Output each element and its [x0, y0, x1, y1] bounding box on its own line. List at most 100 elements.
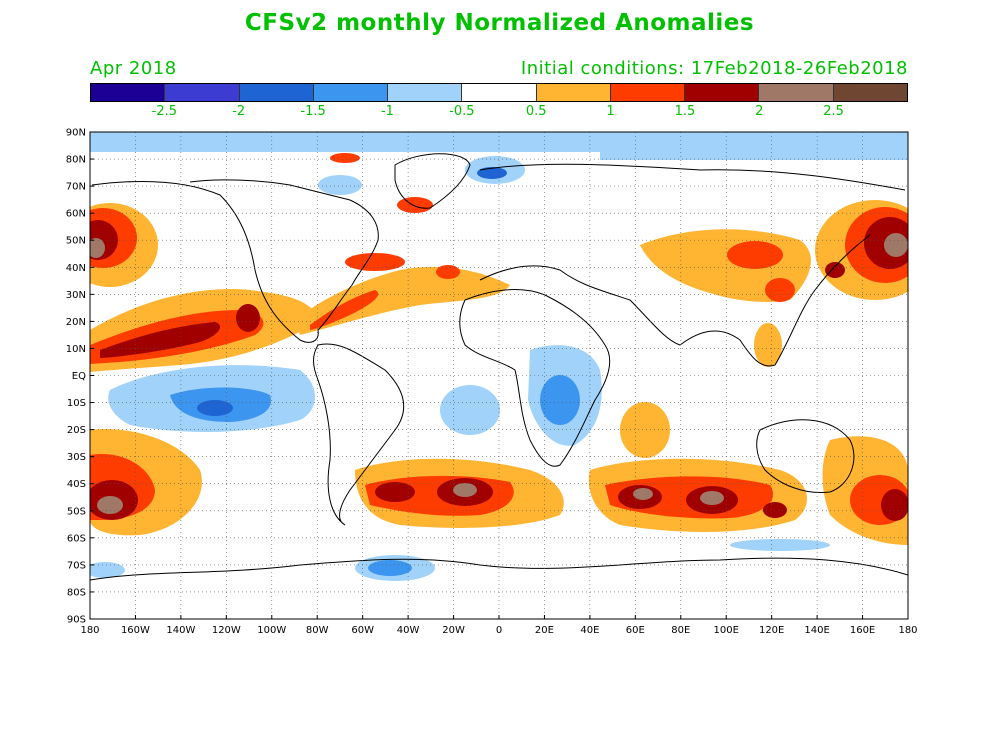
- south-america-coast: [313, 343, 405, 526]
- barents-negative-core: [477, 167, 507, 179]
- lat-label: 20S: [67, 425, 86, 436]
- lon-label: 20W: [442, 625, 465, 636]
- anomaly-shading: [90, 132, 908, 581]
- africa-coast: [459, 289, 611, 467]
- south-atlantic-warm-strong-1: [375, 482, 415, 502]
- lat-label: 90N: [66, 128, 86, 139]
- lat-label: 80N: [66, 155, 86, 166]
- colorbar-box: [91, 84, 166, 101]
- lat-label: EQ: [72, 371, 86, 382]
- ne-atlantic-warm: [436, 265, 460, 279]
- colorbar-box: [536, 84, 611, 101]
- lon-label: 60W: [351, 625, 374, 636]
- lat-label: 60N: [66, 209, 86, 220]
- south-pacific-warm-west-peak: [97, 496, 123, 514]
- lon-label: 140E: [804, 625, 829, 636]
- axis-labels: 90N 80N 70N 60N 50N 40N 30N 20N 10N EQ 10S 20S 30S 40…: [66, 128, 918, 637]
- lon-label: 80W: [306, 625, 329, 636]
- lon-label: 180: [898, 625, 917, 636]
- colorbar-label: -0.5: [449, 104, 475, 119]
- lat-label: 40N: [66, 263, 86, 274]
- colorbar-label: -1: [380, 104, 394, 119]
- lat-label: 10N: [66, 344, 86, 355]
- ne-pacific-warm-west-peak: [90, 238, 105, 258]
- atlantic-cool: [440, 385, 500, 435]
- e-pacific-warm-band-strong: [100, 322, 220, 358]
- lat-label: 60S: [67, 533, 86, 544]
- ross-sea-cool-core: [368, 560, 412, 576]
- lon-label: 40W: [397, 625, 420, 636]
- lat-label: 40S: [67, 479, 86, 490]
- weddell-cool: [90, 562, 125, 578]
- south-indian-warm-strong-3: [763, 502, 787, 518]
- colorbar-box: [165, 84, 240, 101]
- africa-cool-core: [540, 375, 580, 425]
- lon-label: 180: [80, 625, 99, 636]
- lon-label: 60E: [626, 625, 645, 636]
- south-indian-warm-peak-1: [633, 488, 653, 500]
- china-warm: [765, 278, 795, 302]
- lon-label: 80E: [671, 625, 690, 636]
- colorbar-label: -1.5: [300, 104, 326, 119]
- eurasia-coast: [479, 163, 906, 367]
- lon-label: 0: [496, 625, 502, 636]
- colorbar-box: [462, 84, 537, 101]
- colorbar-label: 1: [606, 104, 615, 119]
- svalbard-warm: [330, 153, 360, 163]
- indian-ocean-warm: [620, 402, 670, 458]
- canada-arctic-negative: [318, 175, 362, 195]
- lon-label: 160W: [121, 625, 150, 636]
- lon-label: 140W: [166, 625, 195, 636]
- lat-label: 70S: [67, 560, 86, 571]
- lat-label: 10S: [67, 398, 86, 409]
- colorbar-box: [685, 84, 760, 101]
- forecast-month: Apr 2018: [90, 58, 177, 79]
- coastlines: [90, 153, 908, 581]
- lat-label: 50S: [67, 506, 86, 517]
- mongolia-warm: [727, 241, 783, 269]
- nw-pacific-warm-peak: [884, 233, 908, 257]
- greenland-se-warm: [397, 197, 433, 213]
- colorbar-box: [759, 84, 834, 101]
- arctic-negative-band-east: [600, 150, 908, 160]
- lat-label: 20N: [66, 317, 86, 328]
- ne-us-coast-warm: [345, 253, 405, 271]
- se-asia-warm: [754, 323, 782, 367]
- colorbar-label: -2.5: [151, 104, 178, 119]
- antarctic-cool-east: [730, 539, 830, 551]
- lon-label: 100E: [714, 625, 739, 636]
- south-atlantic-warm-peak: [453, 483, 477, 497]
- lat-label: 80S: [67, 587, 86, 598]
- colorbar-box: [388, 84, 463, 101]
- colorbar-box: [610, 84, 686, 101]
- lat-label: 30S: [67, 452, 86, 463]
- lon-label: 40E: [580, 625, 599, 636]
- lon-label: 100W: [257, 625, 286, 636]
- south-indian-warm-peak-2: [700, 491, 724, 505]
- colorbar-labels: -2.5 -2 -1.5 -1 -0.5 0.5 1 1.5 2 2.5: [90, 104, 908, 122]
- colorbar-box: [833, 84, 907, 101]
- japan-warm: [825, 262, 845, 278]
- n-atlantic-warm-band: [295, 266, 510, 335]
- lat-label: 30N: [66, 290, 86, 301]
- lat-label: 70N: [66, 182, 86, 193]
- lat-label: 90S: [67, 615, 86, 626]
- lat-label: 50N: [66, 236, 86, 247]
- lon-label: 120E: [759, 625, 784, 636]
- colorbar: [90, 83, 908, 102]
- colorbar-box: [239, 84, 314, 101]
- gridlines: [90, 132, 908, 619]
- colorbar-label: -2: [232, 104, 246, 119]
- colorbar-label: 0.5: [525, 104, 547, 119]
- arctic-negative-band: [90, 132, 908, 152]
- sw-pacific-warm-strong: [881, 489, 908, 521]
- map-title: CFSv2 monthly Normalized Anomalies: [244, 10, 755, 36]
- tropical-pacific-cool-center: [197, 400, 233, 416]
- lon-label: 120W: [212, 625, 241, 636]
- colorbar-label: 1.5: [674, 104, 696, 119]
- initial-conditions: Initial conditions: 17Feb2018-26Feb2018: [520, 58, 908, 79]
- lon-label: 20E: [535, 625, 554, 636]
- north-america-coast: [91, 179, 379, 343]
- lon-label: 160E: [850, 625, 875, 636]
